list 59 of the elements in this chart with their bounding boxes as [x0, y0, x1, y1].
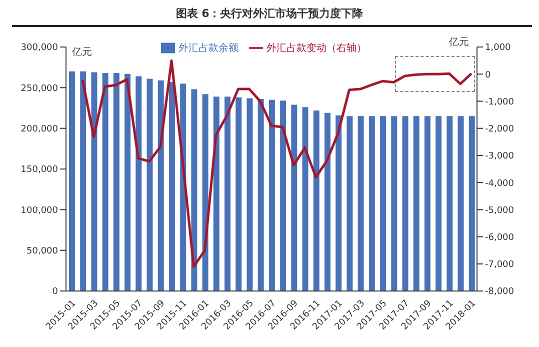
y-tick-label: 0 [52, 287, 58, 298]
bar [146, 78, 153, 291]
bar [368, 116, 375, 291]
y-tick-label: 50,000 [26, 246, 58, 257]
legend-label: 外汇占款余额 [178, 43, 238, 54]
bar [236, 97, 242, 291]
bar [191, 89, 198, 291]
y-tick-label: 200,000 [20, 124, 58, 135]
y2-tick-label: -7,000 [485, 260, 514, 270]
bar [113, 73, 120, 291]
bar [102, 73, 108, 291]
bar [124, 74, 131, 291]
bar [280, 100, 286, 291]
y-axis-title: 亿元 [72, 46, 92, 59]
bar [246, 98, 253, 291]
bar [80, 71, 86, 291]
bar [213, 96, 220, 291]
y-tick-label: 250,000 [20, 84, 58, 94]
bar [468, 116, 475, 291]
y2-axis-title: 亿元 [449, 36, 469, 49]
bar [402, 116, 408, 291]
bar [158, 80, 164, 291]
bar [436, 116, 442, 291]
bar [458, 116, 464, 291]
bar [391, 116, 398, 291]
legend-label: 外汇占款变动（右轴） [266, 43, 366, 54]
bar [324, 112, 330, 291]
y2-tick-label: -3,000 [485, 152, 514, 162]
y2-tick-label: 1,000 [485, 43, 512, 54]
bar [258, 99, 264, 291]
bar [69, 71, 75, 291]
y-tick-label: 100,000 [20, 206, 58, 216]
bar [224, 96, 231, 291]
y2-tick-label: -2,000 [485, 124, 514, 135]
bar [336, 115, 342, 291]
line-series [81, 59, 473, 268]
bar [413, 116, 420, 291]
bar [291, 104, 298, 291]
y-tick-label: 150,000 [20, 165, 58, 176]
y-tick-label: 300,000 [20, 43, 58, 54]
bar [346, 116, 353, 291]
bar [446, 116, 453, 291]
y2-tick-label: -1,000 [485, 97, 514, 108]
bar [358, 116, 364, 291]
y2-tick-label: 0 [485, 70, 491, 80]
bar [302, 107, 308, 291]
y2-tick-label: -5,000 [485, 206, 514, 216]
bar [136, 76, 142, 291]
bar [424, 116, 430, 291]
bar [91, 72, 98, 291]
y2-tick-label: -6,000 [485, 232, 514, 243]
bar [313, 110, 320, 291]
y2-tick-label: -8,000 [485, 287, 514, 298]
y2-tick-label: -4,000 [485, 178, 514, 189]
bar [380, 116, 386, 291]
chart-title: 图表 6：央行对外汇市场干预力度下降 [174, 6, 364, 21]
bar [202, 94, 208, 291]
bar [268, 100, 275, 291]
bar [168, 82, 175, 291]
